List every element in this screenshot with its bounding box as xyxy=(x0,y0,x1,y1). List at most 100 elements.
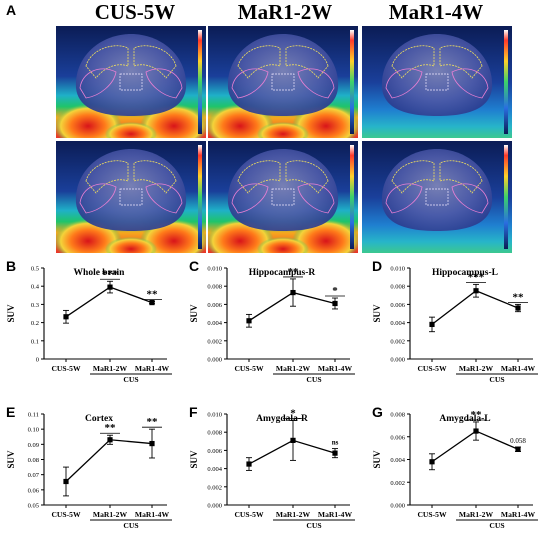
data-point xyxy=(429,459,435,465)
y-tick-label: 0.002 xyxy=(207,484,222,491)
x-tick-label: MaR1-2W xyxy=(459,364,494,373)
y-tick-label: 0.004 xyxy=(390,320,405,327)
panel-label-a: A xyxy=(6,2,17,18)
x-tick-label: MaR1-4W xyxy=(318,364,353,373)
y-tick-label: 0.000 xyxy=(390,503,405,510)
x-tick-label: MaR1-2W xyxy=(93,510,128,519)
column-title-mar1-4w: MaR1-4W xyxy=(388,0,484,24)
x-tick-label: MaR1-4W xyxy=(501,364,536,373)
y-axis-label: SUV xyxy=(6,450,16,469)
y-tick-label: 0.006 xyxy=(390,434,405,441)
group-label: CUS xyxy=(306,375,321,384)
y-tick-label: 0.3 xyxy=(31,302,39,309)
y-tick-label: 0.010 xyxy=(390,266,405,273)
data-point xyxy=(290,289,296,296)
chart-title: Hippocampus-R xyxy=(249,268,316,278)
group-label: CUS xyxy=(123,375,138,384)
x-tick-label: MaR1-2W xyxy=(276,510,311,519)
significance-label: ** xyxy=(105,422,117,434)
pet-image-panel: A CUS-5W MaR1-2W MaR1-4W xyxy=(0,0,550,253)
y-axis-label: SUV xyxy=(189,304,199,323)
significance-label: ** xyxy=(513,291,525,303)
y-tick-label: 0.008 xyxy=(207,430,222,437)
x-tick-label: CUS-5W xyxy=(417,364,447,373)
pet-scan-cus-5w-lower xyxy=(56,141,206,253)
x-tick-label: MaR1-2W xyxy=(93,364,128,373)
data-point xyxy=(515,446,521,452)
significance-label: *** xyxy=(102,268,119,280)
data-point xyxy=(63,478,69,485)
chart-panel-g: G Amygdala-L SUV 0.000 0.002 0.004 0.006 0.008 C… xyxy=(366,404,549,549)
data-point xyxy=(107,284,113,290)
significance-label: ** xyxy=(147,416,159,428)
y-tick-label: 0.1 xyxy=(31,338,39,345)
data-point xyxy=(429,321,435,328)
pet-scan-cus-5w-upper xyxy=(56,26,206,138)
group-label: CUS xyxy=(489,375,504,384)
panel-label: E xyxy=(6,404,15,420)
column-title-cus-5w: CUS-5W xyxy=(94,0,176,24)
pet-scan-mar1-4w-upper xyxy=(362,26,512,138)
chart-title: Whole brain xyxy=(74,268,126,278)
panel-label: F xyxy=(189,404,198,420)
chart-title: Hippocampus-L xyxy=(432,268,498,278)
pet-scan-mar1-2w-lower xyxy=(208,141,358,253)
y-tick-label: 0.10 xyxy=(28,427,39,434)
x-tick-label: CUS-5W xyxy=(51,364,81,373)
y-axis-label: SUV xyxy=(189,450,199,469)
x-tick-label: CUS-5W xyxy=(234,364,264,373)
significance-label: * xyxy=(332,285,338,297)
series-line xyxy=(248,291,336,322)
pet-scan-mar1-2w-upper xyxy=(208,26,358,138)
series-line xyxy=(431,290,519,325)
y-tick-label: 0.09 xyxy=(28,442,39,449)
pet-scan-mar1-4w-lower xyxy=(362,141,512,253)
group-label: CUS xyxy=(489,521,504,530)
chart-panel-e: E Cortex SUV 0.05 0.06 0.07 0.08 0.09 0.10 0.11 CU… xyxy=(0,404,183,549)
y-tick-label: 0.5 xyxy=(31,266,39,273)
data-point xyxy=(473,428,479,434)
y-axis-label: SUV xyxy=(372,450,382,469)
chart-panel-c: C Hippocampus-R SUV 0.000 0.002 0.004 0.006 0.0… xyxy=(183,258,366,403)
column-title-mar1-2w: MaR1-2W xyxy=(237,0,333,24)
data-point xyxy=(290,437,296,443)
y-tick-label: 0.008 xyxy=(207,284,222,291)
y-axis-label: SUV xyxy=(372,304,382,323)
series-line xyxy=(431,430,519,463)
significance-label: 0.058 xyxy=(510,437,526,445)
y-tick-label: 0 xyxy=(36,357,39,364)
panel-label: D xyxy=(372,258,382,274)
significance-label: ** xyxy=(288,266,300,278)
series-line xyxy=(65,439,153,482)
x-tick-label: MaR1-2W xyxy=(276,364,311,373)
y-tick-label: 0.000 xyxy=(207,503,222,510)
y-tick-label: 0.4 xyxy=(31,284,40,291)
chart-title: Amygdala-R xyxy=(256,414,308,424)
y-tick-label: 0.008 xyxy=(390,412,405,419)
y-axis-label: SUV xyxy=(6,304,16,323)
x-tick-label: CUS-5W xyxy=(234,510,264,519)
x-tick-label: CUS-5W xyxy=(51,510,81,519)
chart-svg-c: C Hippocampus-R SUV 0.000 0.002 0.004 0.006 0.0… xyxy=(189,258,355,384)
y-tick-label: 0.004 xyxy=(390,457,405,464)
panel-label: G xyxy=(372,404,383,420)
chart-svg-g: G Amygdala-L SUV 0.000 0.002 0.004 0.006 0.008 C… xyxy=(372,404,538,530)
y-tick-label: 0.000 xyxy=(207,357,222,364)
data-point xyxy=(473,288,479,294)
chart-svg-f: F Amygdala-R SUV 0.000 0.002 0.004 0.006 0.008 0… xyxy=(189,404,355,530)
y-tick-label: 0.006 xyxy=(207,448,222,455)
y-tick-label: 0.2 xyxy=(31,320,39,327)
data-point xyxy=(149,299,155,306)
chart-panel-f: F Amygdala-R SUV 0.000 0.002 0.004 0.006 0.008 0… xyxy=(183,404,366,549)
x-tick-label: MaR1-2W xyxy=(459,510,494,519)
series-line xyxy=(65,286,153,318)
data-point xyxy=(332,300,338,307)
chart-panel-b: B Whole brain SUV 0 0.1 0.2 0.3 0.4 0.5 CUS-5W MaR… xyxy=(0,258,183,403)
chart-svg-d: D Hippocampus-L SUV 0.000 0.002 0.004 0.006 0.0… xyxy=(372,258,538,384)
y-tick-label: 0.006 xyxy=(207,302,222,309)
y-tick-label: 0.010 xyxy=(207,266,222,273)
y-tick-label: 0.006 xyxy=(390,302,405,309)
y-tick-label: 0.07 xyxy=(28,472,40,479)
y-tick-label: 0.010 xyxy=(207,412,222,419)
y-tick-label: 0.002 xyxy=(390,480,405,487)
